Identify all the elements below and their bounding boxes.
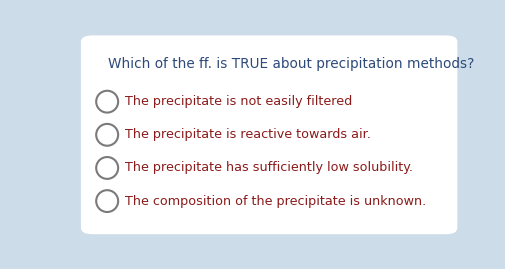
Text: The composition of the precipitate is unknown.: The composition of the precipitate is un…	[125, 194, 426, 208]
Text: Which of the ff. is TRUE about precipitation methods?: Which of the ff. is TRUE about precipita…	[108, 57, 474, 71]
Text: The precipitate is not easily filtered: The precipitate is not easily filtered	[125, 95, 352, 108]
Text: The precipitate has sufficiently low solubility.: The precipitate has sufficiently low sol…	[125, 161, 413, 175]
Ellipse shape	[96, 91, 118, 113]
FancyBboxPatch shape	[81, 36, 457, 234]
Ellipse shape	[96, 157, 118, 179]
Ellipse shape	[96, 124, 118, 146]
Ellipse shape	[96, 190, 118, 212]
Text: The precipitate is reactive towards air.: The precipitate is reactive towards air.	[125, 128, 370, 141]
